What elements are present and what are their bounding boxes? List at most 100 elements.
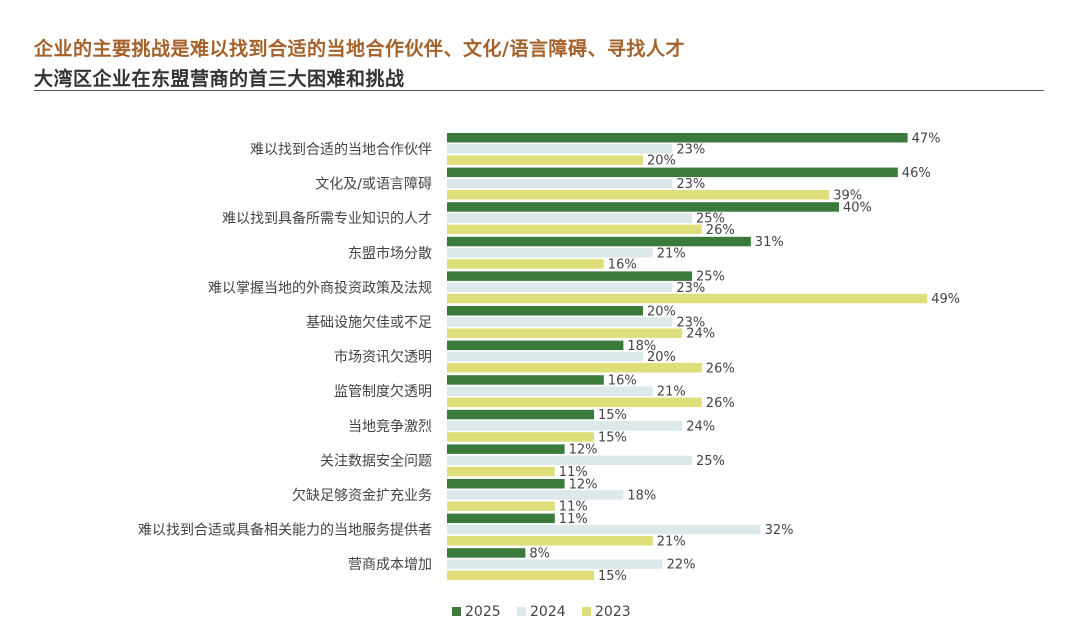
legend-swatch: [582, 607, 591, 616]
category-label: 欠缺足够资金扩充业务: [292, 488, 432, 504]
legend-label: 2023: [595, 604, 631, 620]
data-label-2023: 49%: [931, 292, 960, 307]
legend-label: 2025: [465, 604, 501, 620]
bar-2025: [447, 340, 624, 351]
bar-2023: [447, 293, 928, 304]
bar-2023: [447, 259, 604, 269]
data-label-2025: 18%: [627, 339, 656, 354]
bar-2025: [447, 167, 898, 178]
bar-2025: [447, 306, 643, 316]
data-label-2025: 40%: [843, 200, 872, 215]
bar-2025: [447, 375, 604, 385]
data-label-2023: 11%: [559, 465, 588, 480]
data-label-2023: 39%: [833, 188, 862, 203]
data-label-2024: 20%: [647, 350, 676, 365]
category-group: 市场资讯欠透明 18%20% 26%: [334, 339, 735, 376]
category-label: 基础设施欠佳或不足: [306, 314, 432, 331]
bar-2025: [447, 479, 565, 489]
bar-2024: [447, 524, 761, 535]
data-label-2023: 26%: [706, 361, 735, 376]
data-label-2024: 21%: [657, 385, 686, 400]
data-label-2023: 15%: [598, 569, 627, 584]
data-label-2025: 25%: [696, 270, 725, 285]
chart-headline: 企业的主要挑战是难以找到合适的当地合作伙伴、文化/语言障碍、寻找人才: [34, 38, 685, 60]
bar-2024: [447, 351, 643, 362]
data-label-2023: 16%: [608, 257, 637, 272]
data-label-2025: 12%: [569, 443, 598, 458]
category-group: 监管制度欠透明 16% 21% 26%: [334, 373, 735, 410]
category-label: 关注数据安全问题: [320, 452, 432, 469]
bar-2023: [447, 363, 702, 373]
data-label-2023: 26%: [706, 396, 735, 411]
category-group: 文化及/或语言障碍 46% 23% 39%: [315, 166, 930, 203]
data-label-2023: 26%: [706, 223, 735, 238]
legend-item-2024: 2024: [517, 604, 566, 620]
bar-2024: [447, 213, 692, 223]
bar-2023: [447, 224, 702, 235]
bar-2024: [447, 282, 673, 293]
bar-2025: [447, 513, 555, 524]
category-label: 难以找到合适的当地合作伙伴: [250, 142, 432, 158]
data-label-2025: 8%: [529, 546, 550, 561]
data-label-2024: 22%: [667, 558, 696, 573]
data-label-2024: 23%: [676, 281, 705, 296]
bar-2025: [447, 271, 692, 281]
category-label: 文化及/或语言障碍: [315, 177, 432, 193]
category-label: 东盟市场分散: [348, 245, 432, 262]
bar-2023: [447, 536, 653, 546]
category-group: 欠缺足够资金扩充业务 12% 18% 11%: [292, 477, 656, 514]
bar-2024: [447, 386, 653, 396]
data-label-2023: 15%: [598, 430, 627, 445]
legend-item-2023: 2023: [582, 604, 631, 620]
data-label-2024: 25%: [696, 454, 725, 469]
category-group: 难以找到合适或具备相关能力的当地服务提供者 11% 32% 21%: [138, 512, 794, 549]
bar-2025: [447, 202, 839, 212]
data-label-2025: 15%: [598, 408, 627, 423]
data-label-2025: 20%: [647, 304, 676, 319]
data-label-2025: 12%: [569, 477, 598, 492]
bar-2023: [447, 190, 830, 200]
bar-2023: [447, 328, 683, 338]
data-label-2025: 31%: [755, 235, 784, 250]
data-label-2023: 21%: [657, 534, 686, 549]
category-group: 关注数据安全问题 12% 25% 11%: [320, 443, 725, 480]
bar-2023: [447, 466, 555, 477]
data-label-2025: 46%: [902, 166, 931, 181]
data-label-2025: 47%: [912, 131, 941, 146]
bar-2025: [447, 236, 751, 247]
bar-2024: [447, 144, 673, 154]
bar-2024: [447, 559, 663, 569]
data-label-2024: 24%: [686, 419, 715, 434]
data-label-2023: 24%: [686, 327, 715, 342]
category-group: 难以掌握当地的外商投资政策及法规 25%23% 49%: [208, 270, 960, 307]
bar-2024: [447, 317, 673, 327]
bar-2025: [447, 444, 565, 454]
bar-2023: [447, 501, 555, 511]
data-label-2023: 20%: [647, 154, 676, 169]
category-group: 难以找到具备所需专业知识的人才 40% 25%26%: [222, 200, 872, 237]
category-label: 当地竞争激烈: [348, 418, 432, 435]
category-label: 难以找到合适或具备相关能力的当地服务提供者: [138, 522, 432, 539]
data-label-2023: 11%: [559, 500, 588, 515]
data-label-2024: 23%: [676, 177, 705, 192]
data-label-2024: 23%: [676, 142, 705, 157]
bar-2025: [447, 409, 594, 420]
category-group: 难以找到合适的当地合作伙伴 47% 23%20%: [250, 131, 941, 168]
category-group: 东盟市场分散 31% 21% 16%: [348, 235, 784, 272]
category-label: 难以掌握当地的外商投资政策及法规: [208, 279, 432, 296]
bar-2025: [447, 133, 908, 143]
category-group: 基础设施欠佳或不足 20%23%24%: [306, 304, 715, 341]
bar-2023: [447, 155, 643, 165]
category-label: 市场资讯欠透明: [334, 349, 432, 366]
data-label-2025: 16%: [608, 373, 637, 388]
bar-2023: [447, 570, 594, 581]
data-label-2025: 11%: [559, 512, 588, 527]
legend-swatch: [517, 607, 526, 616]
data-label-2024: 18%: [627, 488, 656, 503]
category-group: 营商成本增加 8% 22% 15%: [348, 546, 696, 583]
bar-2025: [447, 548, 526, 558]
chart-title: 大湾区企业在东盟营商的首三大困难和挑战: [34, 68, 405, 90]
legend-item-2025: 2025: [452, 604, 501, 620]
bar-2024: [447, 421, 683, 431]
